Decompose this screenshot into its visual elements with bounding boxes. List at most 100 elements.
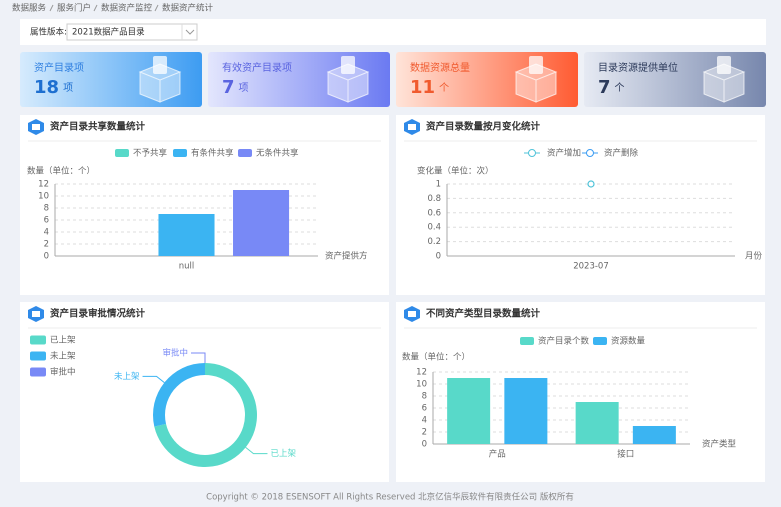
bar: [632, 426, 676, 444]
legend-label: 不予共享: [133, 148, 168, 159]
y-tick-label: 12: [38, 180, 49, 190]
legend-swatch: [30, 351, 46, 361]
legend-swatch: [115, 149, 129, 157]
select-value: 2021数据产品目录: [72, 27, 145, 38]
card-number: 7: [222, 77, 235, 98]
y-tick-label: 8: [422, 392, 427, 402]
y-axis-label: 变化量（单位：次）: [417, 166, 494, 177]
crumb[interactable]: 数据资产监控: [101, 3, 153, 14]
card-icon: [702, 63, 746, 103]
card-number: 18: [34, 77, 59, 98]
card-icon: [326, 63, 370, 103]
legend-label: 资产删除: [604, 148, 639, 159]
card-number: 11: [410, 77, 435, 98]
bar: [575, 402, 619, 444]
card-icon: [138, 63, 182, 103]
filter-label: 属性版本:: [30, 27, 67, 38]
y-tick-label: 0: [44, 252, 49, 262]
card-unit: 个: [615, 82, 625, 94]
card-label: 资产目录项: [34, 61, 84, 74]
legend-swatch: [30, 335, 46, 345]
x-axis-label: 资产类型: [702, 439, 737, 450]
y-axis-label: 数量（单位：个）: [402, 352, 470, 363]
bar: [504, 378, 548, 444]
legend-swatch: [173, 149, 187, 157]
y-tick-label: 1: [436, 180, 441, 190]
y-tick-label: 6: [44, 216, 49, 226]
y-axis-label: 数量（单位：个）: [27, 166, 95, 177]
leader-line: [245, 447, 268, 455]
y-tick-label: 0.2: [427, 237, 441, 247]
panels: [20, 115, 765, 482]
legend-label: 已上架: [50, 336, 76, 346]
panel: [20, 115, 389, 295]
card-icon: [717, 56, 731, 74]
legend-label: 未上架: [50, 351, 76, 362]
card-unit: 项: [63, 82, 73, 94]
y-tick-label: 12: [416, 368, 427, 378]
y-tick-label: 4: [44, 228, 49, 238]
card-label: 目录资源提供单位: [598, 61, 678, 74]
point: [587, 180, 595, 188]
card-value: 11 个: [410, 77, 449, 98]
card-label: 有效资产目录项: [222, 61, 292, 74]
legend-label: 有条件共享: [191, 148, 234, 159]
slice-label: 已上架: [270, 449, 296, 459]
x-tick-label: null: [179, 262, 195, 272]
panel-icon: [32, 124, 40, 130]
crumb[interactable]: 服务门户: [57, 3, 91, 14]
legend-label: 资源数量: [611, 336, 646, 347]
y-tick-label: 0.8: [427, 194, 441, 204]
crumb[interactable]: 数据服务: [12, 3, 47, 14]
legend-swatch: [30, 367, 46, 377]
card-value: 18 项: [34, 77, 73, 98]
card-icon: [341, 56, 355, 74]
legend-swatch: [593, 337, 607, 345]
x-axis-label: 月份: [745, 251, 763, 262]
y-tick-label: 0.6: [427, 208, 441, 218]
legend-label: 资产目录个数: [538, 336, 590, 347]
panel-title: 资产目录数量按月变化统计: [426, 121, 541, 133]
legend-marker: [528, 149, 536, 157]
panel-icon: [408, 311, 416, 317]
y-tick-label: 0: [436, 252, 441, 262]
panel-icon: [408, 124, 416, 130]
x-axis-label: 资产提供方: [325, 251, 368, 262]
legend-marker: [586, 149, 594, 157]
panel-icon: [32, 311, 40, 317]
slice-label: 未上架: [114, 371, 140, 382]
y-tick-label: 10: [416, 380, 427, 390]
legend-swatch: [238, 149, 252, 157]
footer: Copyright © 2018 ESENSOFT All Rights Res…: [206, 492, 574, 503]
card-unit: 个: [439, 82, 449, 94]
panel-title: 不同资产类型目录数量统计: [426, 308, 541, 320]
legend-label: 资产增加: [547, 148, 581, 159]
legend-swatch: [520, 337, 534, 345]
slice-label: 审批中: [162, 348, 188, 359]
leader-line: [191, 352, 206, 363]
panel: [20, 302, 389, 482]
legend-label: 审批中: [50, 367, 76, 378]
crumb: 数据资产统计: [162, 3, 214, 14]
leader-line: [142, 375, 165, 383]
select[interactable]: [66, 23, 198, 41]
y-tick-label: 2: [422, 428, 427, 438]
panel-title: 资产目录共享数量统计: [50, 121, 146, 133]
x-tick-label: 接口: [617, 449, 634, 460]
slice: [153, 363, 205, 427]
x-tick-label: 产品: [489, 449, 506, 460]
y-tick-label: 8: [44, 204, 49, 214]
legend-label: 无条件共享: [256, 148, 299, 159]
bar: [158, 214, 215, 256]
card-icon: [529, 56, 543, 74]
y-tick-label: 0: [422, 440, 427, 450]
card-unit: 项: [239, 82, 249, 94]
x-tick-label: 2023-07: [573, 262, 609, 272]
y-tick-label: 2: [44, 240, 49, 250]
card-number: 7: [598, 77, 611, 98]
card-icon: [153, 56, 167, 74]
